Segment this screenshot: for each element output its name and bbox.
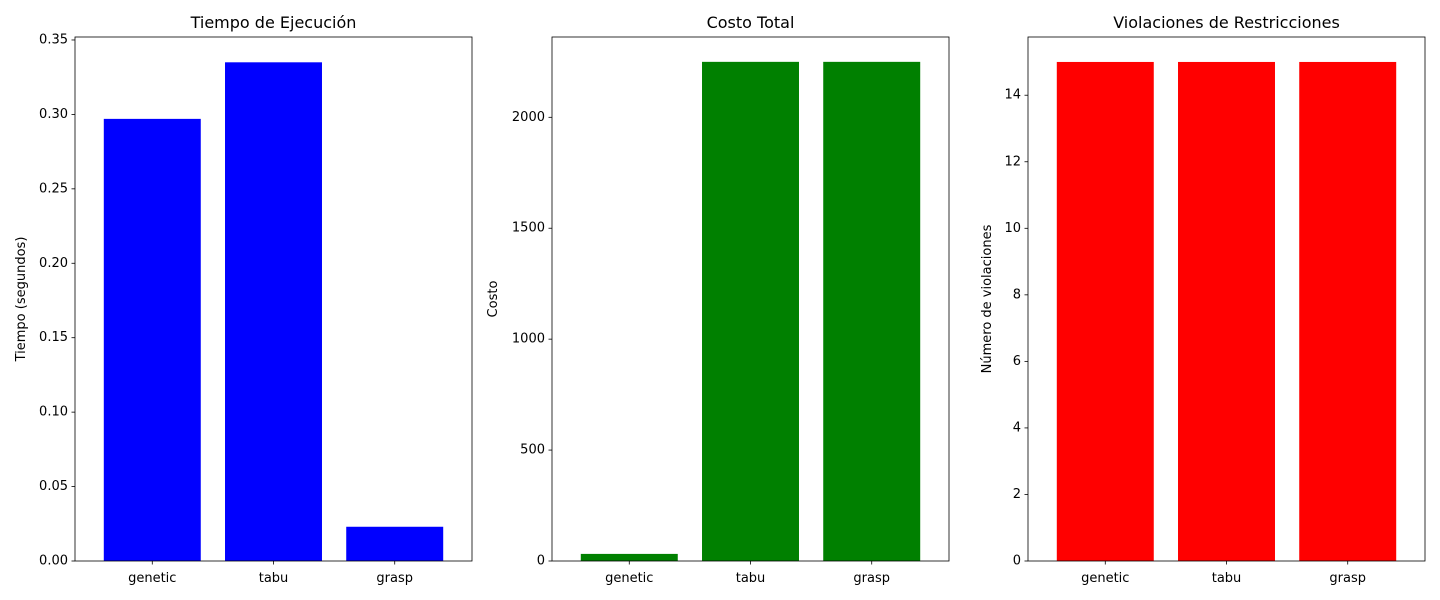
- y-tick-label: 1000: [512, 332, 545, 347]
- y-tick-label: 2000: [512, 110, 545, 125]
- x-tick-label: tabu: [736, 571, 766, 586]
- y-tick-label: 12: [1004, 154, 1021, 169]
- chart-constraint-violations: 0 2 4 6 8 10 12 14 genetic tabu grasp Violaciones d…: [980, 13, 1426, 586]
- y-tick-label: 0.05: [39, 479, 68, 494]
- y-tick-label: 0.35: [39, 32, 68, 47]
- chart-title: Violaciones de Restricciones: [1113, 13, 1340, 32]
- y-tick-label: 0.25: [39, 181, 68, 196]
- y-axis-label: Costo: [486, 281, 501, 318]
- y-tick-label: 1500: [512, 221, 545, 236]
- chart-execution-time: 0.00 0.05 0.10 0.15 0.20 0.25 0.30 0.35 genetic t…: [14, 13, 473, 586]
- bar-total-cost-genetic: [580, 553, 678, 561]
- x-tick-label: genetic: [605, 571, 653, 586]
- bar-violations-grasp: [1299, 61, 1397, 561]
- bar-total-cost-grasp: [823, 61, 921, 561]
- y-tick-label: 2: [1013, 487, 1021, 502]
- y-tick-label: 8: [1013, 287, 1021, 302]
- y-tick-label: 0.00: [39, 554, 68, 569]
- x-tick-label: grasp: [376, 571, 413, 586]
- x-tick-label: grasp: [853, 571, 890, 586]
- y-tick-label: 0: [537, 554, 545, 569]
- bar-violations-tabu: [1178, 61, 1275, 561]
- y-axis-label: Número de violaciones: [980, 224, 995, 373]
- y-tick-label: 500: [520, 443, 545, 458]
- y-tick-label: 0.10: [39, 405, 68, 420]
- y-tick-label: 14: [1004, 88, 1021, 103]
- y-tick-label: 6: [1013, 354, 1021, 369]
- y-tick-label: 4: [1013, 420, 1021, 435]
- bar-violations-genetic: [1056, 61, 1154, 561]
- y-tick-label: 0.30: [39, 107, 68, 122]
- y-axis-label: Tiempo (segundos): [14, 237, 29, 363]
- y-tick-label: 10: [1004, 221, 1021, 236]
- bar-total-cost-tabu: [702, 61, 799, 561]
- y-tick-label: 0.20: [39, 256, 68, 271]
- chart-total-cost: 0 500 1000 1500 2000 genetic tabu grasp Costo To…: [486, 13, 950, 586]
- bar-execution-time-tabu: [225, 62, 322, 561]
- bar-execution-time-grasp: [346, 526, 444, 561]
- x-tick-label: genetic: [128, 571, 176, 586]
- chart-title: Tiempo de Ejecución: [190, 13, 357, 32]
- bar-execution-time-genetic: [103, 118, 201, 561]
- x-tick-label: tabu: [1212, 571, 1242, 586]
- x-tick-label: tabu: [259, 571, 289, 586]
- x-tick-label: grasp: [1329, 571, 1366, 586]
- x-tick-label: genetic: [1081, 571, 1129, 586]
- chart-title: Costo Total: [707, 13, 795, 32]
- y-tick-label: 0.15: [39, 330, 68, 345]
- y-tick-label: 0: [1013, 554, 1021, 569]
